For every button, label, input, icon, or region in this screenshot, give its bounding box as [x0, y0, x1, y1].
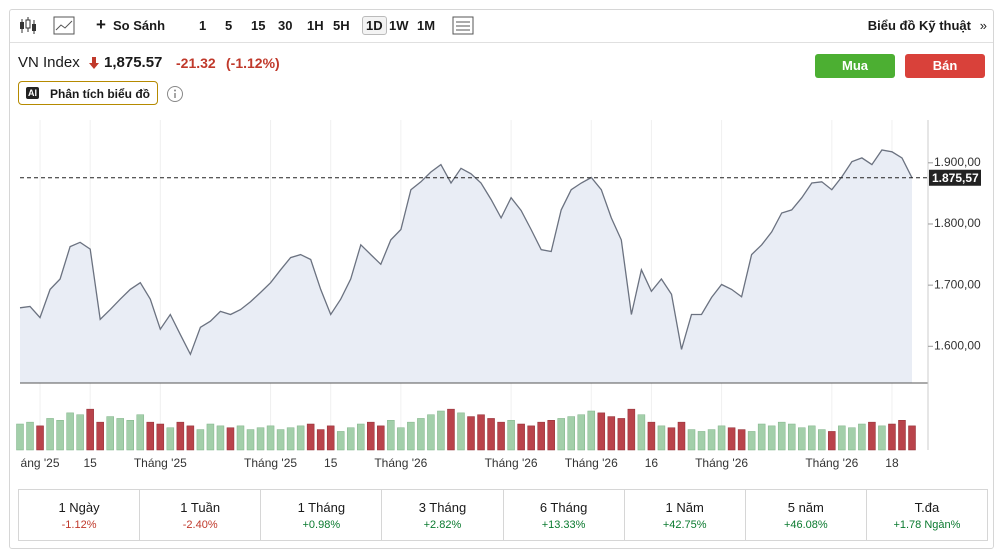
interval-button[interactable]: 30 [278, 18, 293, 33]
change-pct: (-1.12%) [226, 55, 280, 71]
price: 1,875.57 [104, 54, 163, 71]
period-cell[interactable]: 5 năm +46.08% [746, 490, 867, 540]
ai-badge: AI [26, 87, 39, 99]
analysis-label: Phân tích biểu đồ [50, 87, 151, 101]
period-label: T.đa [914, 500, 940, 515]
period-value: +1.78 Ngàn% [893, 519, 961, 531]
chevron: » [979, 18, 987, 33]
buy-button[interactable]: Mua [815, 54, 895, 78]
period-cell[interactable]: 1 Ngày -1.12% [19, 490, 141, 540]
interval-button[interactable]: 1M [417, 18, 436, 33]
period-cell[interactable]: T.đa +1.78 Ngàn% [867, 490, 987, 540]
interval-button[interactable]: 1H [307, 18, 324, 33]
plus-icon[interactable]: + [96, 15, 106, 34]
compare[interactable]: So Sánh [113, 18, 166, 33]
tech-chart-link[interactable]: Biểu đồ Kỹ thuật [867, 18, 971, 33]
widget-frame [9, 9, 994, 549]
period-value: +2.82% [423, 519, 462, 531]
period-performance: 1 Ngày -1.12% 1 Tuần -2.40% 1 Tháng +0.98% 3 T… [18, 489, 988, 541]
period-value: +13.33% [541, 519, 586, 531]
period-cell[interactable]: 1 Năm +42.75% [625, 490, 746, 540]
period-cell[interactable]: 1 Tháng +0.98% [261, 490, 383, 540]
period-value: -1.12% [61, 519, 97, 531]
period-cell[interactable]: 1 Tuần -2.40% [140, 490, 262, 540]
period-cell[interactable]: 3 Tháng +2.82% [382, 490, 504, 540]
period-label: 1 Ngày [58, 500, 100, 515]
index-title: VN Index [18, 54, 80, 71]
change: -21.32 [176, 55, 216, 71]
period-value: -2.40% [182, 519, 218, 531]
interval-button[interactable]: 5 [225, 18, 233, 33]
period-value: +42.75% [662, 519, 707, 531]
interval-button[interactable]: 1D [362, 16, 387, 35]
interval-button[interactable]: 1 [199, 18, 207, 33]
interval-button[interactable]: 15 [251, 18, 266, 33]
period-label: 6 Tháng [539, 500, 588, 515]
period-cell[interactable]: 6 Tháng +13.33% [504, 490, 625, 540]
period-label: 1 Tháng [297, 500, 346, 515]
period-value: +0.98% [302, 519, 341, 531]
period-value: +46.08% [783, 519, 828, 531]
period-label: 1 Tuần [180, 500, 221, 515]
candle-icon[interactable] [18, 16, 38, 36]
line-icon[interactable] [53, 16, 75, 36]
table-icon[interactable] [452, 16, 474, 36]
toolbar: + So Sánh 1 5 15 30 1H 5H 1D 1W 1M Biểu đồ Kỹ th… [10, 10, 993, 43]
interval-button[interactable]: 1W [389, 18, 409, 33]
info-icon[interactable] [166, 85, 184, 103]
down-arrow [89, 57, 99, 69]
interval-button[interactable]: 5H [333, 18, 350, 33]
period-label: 3 Tháng [418, 500, 467, 515]
analysis-button[interactable]: AI Phân tích biểu đồ [18, 81, 158, 105]
period-label: 1 Năm [665, 500, 704, 515]
sell-button[interactable]: Bán [905, 54, 985, 78]
period-label: 5 năm [787, 500, 824, 515]
